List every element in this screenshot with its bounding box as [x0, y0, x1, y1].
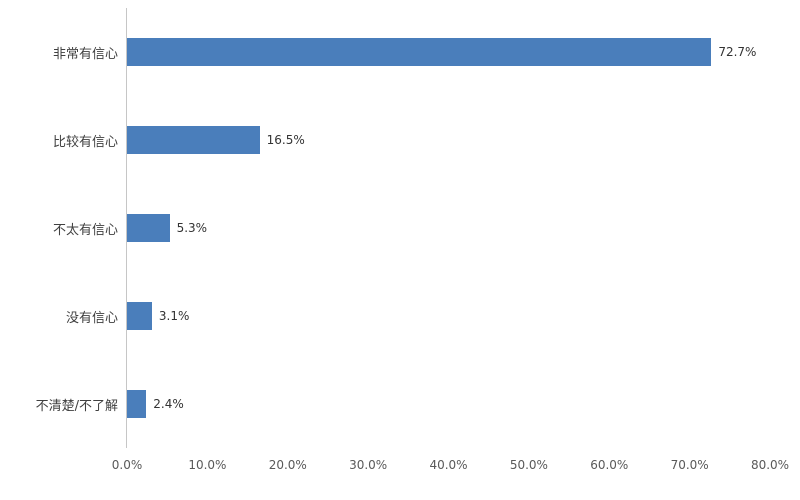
bar — [127, 38, 712, 66]
x-tick-label: 40.0% — [429, 458, 468, 472]
x-tick-label: 70.0% — [670, 458, 709, 472]
x-tick-label: 10.0% — [188, 458, 227, 472]
category-label: 没有信心 — [65, 310, 118, 326]
x-axis: 0.0% 10.0% 20.0% 30.0% 40.0% 50.0% 60.0%… — [112, 448, 789, 484]
plot-cell: 16.5% — [126, 96, 770, 184]
plot-cell: 2.4% — [126, 360, 770, 448]
plot-cell: 72.7% — [126, 8, 770, 96]
bar-row: 非常有信心 72.7% — [0, 8, 770, 96]
bar-row: 不太有信心 5.3% — [0, 184, 770, 272]
value-label: 72.7% — [718, 45, 757, 59]
bar — [127, 302, 152, 330]
value-label: 5.3% — [176, 221, 208, 235]
plot-cell: 3.1% — [126, 272, 770, 360]
category-label: 不太有信心 — [52, 222, 118, 238]
x-tick-label: 0.0% — [111, 458, 143, 472]
bar-row: 不清楚/不了解 2.4% — [0, 360, 770, 448]
x-tick-label: 80.0% — [750, 458, 790, 472]
value-label: 16.5% — [266, 133, 305, 147]
x-tick-label: 60.0% — [590, 458, 629, 472]
value-label: 2.4% — [153, 397, 184, 411]
plot-area: 非常有信心 72.7% 比较有信心 16.5% 不太有信心 5.3% 没有信心 — [0, 8, 770, 448]
bar — [127, 214, 170, 242]
x-tick-label: 20.0% — [268, 458, 307, 472]
x-tick-label: 30.0% — [349, 458, 388, 472]
bar-row: 比较有信心 16.5% — [0, 96, 770, 184]
value-label: 3.1% — [158, 309, 190, 323]
bar — [127, 126, 260, 154]
plot-cell: 5.3% — [126, 184, 770, 272]
x-tick-label: 50.0% — [509, 458, 548, 472]
bar-row: 没有信心 3.1% — [0, 272, 770, 360]
category-label: 比较有信心 — [52, 134, 118, 150]
category-label: 非常有信心 — [52, 46, 118, 62]
category-label: 不清楚/不了解 — [35, 398, 118, 414]
bar — [127, 390, 147, 418]
